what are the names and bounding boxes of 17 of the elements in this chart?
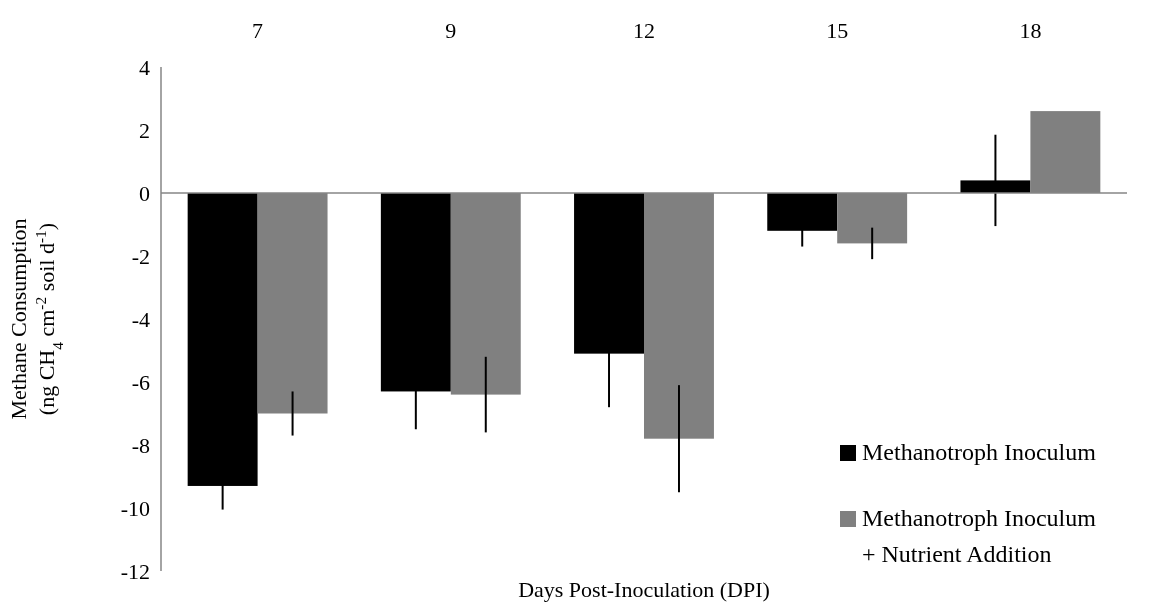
y-tick-label: -12 bbox=[120, 558, 150, 584]
y-tick-label: -6 bbox=[131, 369, 150, 395]
legend-label: Methanotroph Inoculum + Nutrient Addition bbox=[862, 505, 1097, 567]
x-axis-title: Days Post-Inoculation (DPI) bbox=[518, 577, 770, 602]
x-tick-label: 9 bbox=[445, 18, 457, 43]
y-tick-label: 4 bbox=[139, 54, 150, 80]
x-tick-label: 18 bbox=[1019, 18, 1042, 43]
y-tick-label: -4 bbox=[131, 306, 150, 332]
legend-label: Methanotroph Inoculum bbox=[862, 439, 1097, 465]
y-tick-label: -2 bbox=[131, 243, 150, 269]
y-tick-label: -10 bbox=[120, 495, 150, 521]
y-tick-label: 0 bbox=[139, 180, 150, 206]
x-tick-label: 12 bbox=[633, 18, 655, 43]
x-tick-label: 15 bbox=[826, 18, 849, 43]
x-tick-label: 7 bbox=[252, 18, 264, 43]
y-tick-label: 2 bbox=[139, 117, 150, 143]
y-tick-label: -8 bbox=[131, 432, 150, 458]
